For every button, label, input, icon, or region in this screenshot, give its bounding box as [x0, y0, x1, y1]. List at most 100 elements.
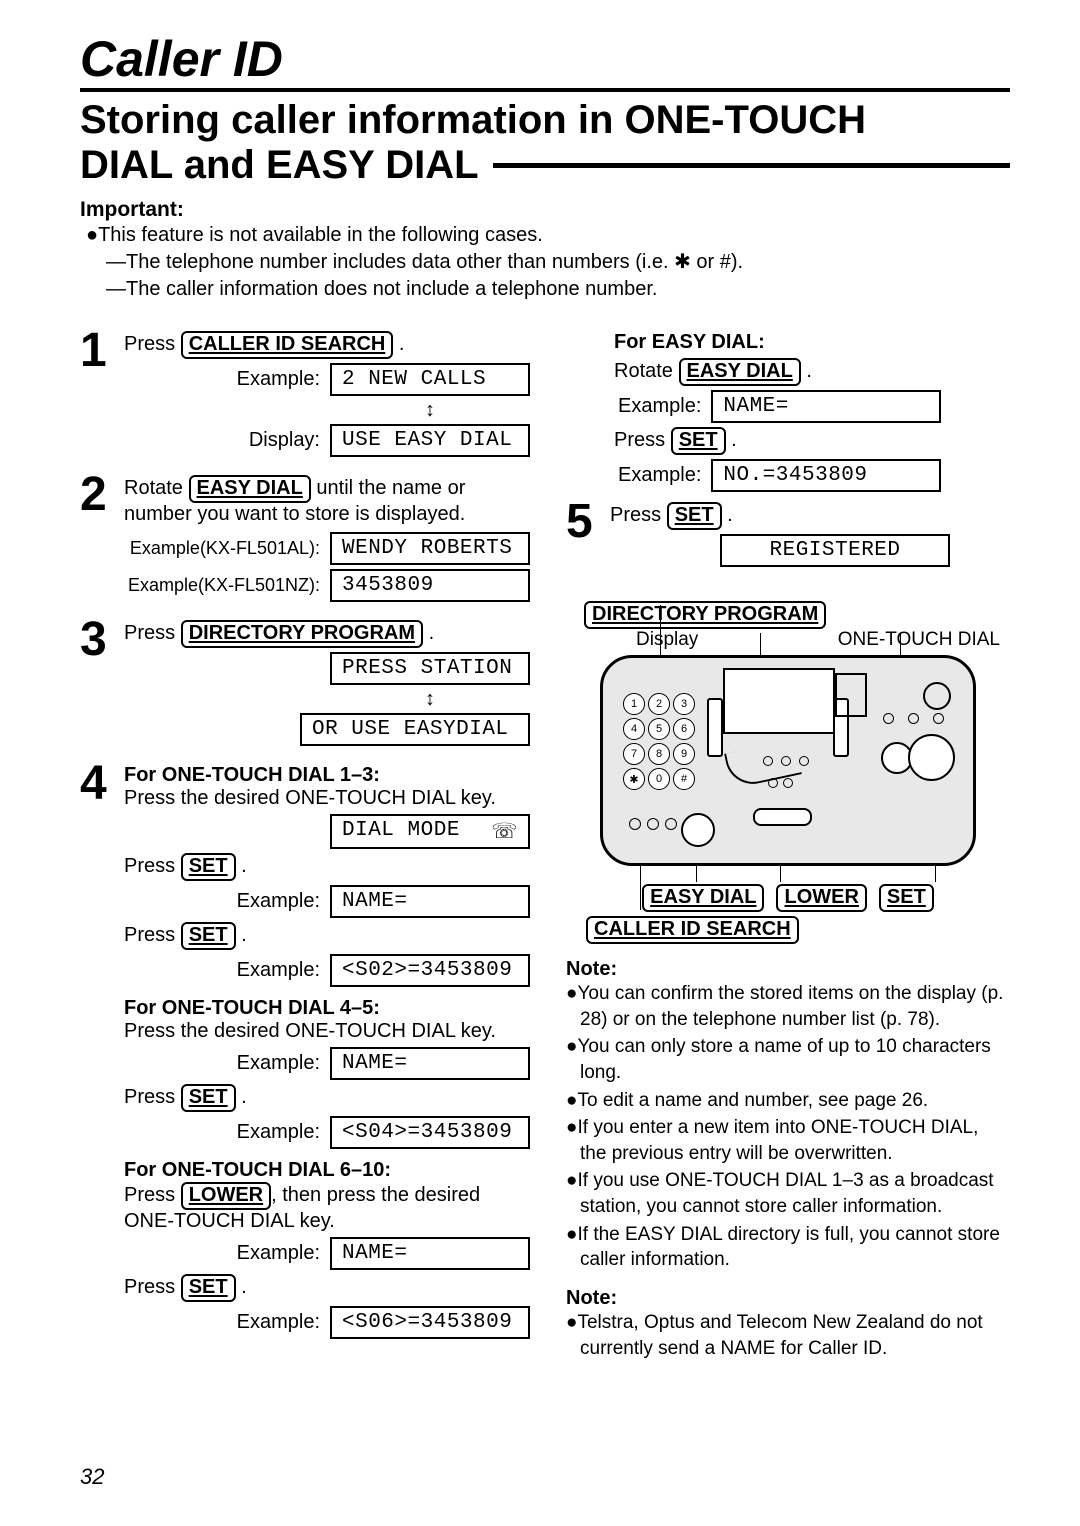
step-num-1: 1 [80, 331, 116, 372]
set-button-2[interactable]: SET [181, 922, 236, 950]
title-rule [493, 163, 1010, 168]
leader-line [660, 605, 661, 660]
note-7: ●Telstra, Optus and Telecom New Zealand … [566, 1310, 1010, 1361]
caller-id-search-label: CALLER ID SEARCH [586, 916, 799, 944]
press-set-3: Press [124, 1086, 175, 1108]
step1-lcd-2: USE EASY DIAL [330, 424, 530, 457]
diagram-shape [763, 756, 809, 766]
diagram-shape [908, 734, 955, 781]
step2-exNZ-label: Example(KX-FL501NZ): [128, 575, 320, 596]
right-lcd1: NAME= [711, 390, 941, 423]
important-line-1: ●This feature is not available in the fo… [86, 222, 1010, 249]
key-3: 3 [673, 693, 695, 715]
step4-c-pre: Press [124, 1184, 175, 1206]
lower-button-1[interactable]: LOWER [181, 1182, 271, 1210]
set-button-4[interactable]: SET [181, 1274, 236, 1302]
step4-a-lcd1: DIAL MODE☏ [330, 814, 530, 849]
diagram-shape [923, 682, 951, 710]
key-0: 0 [648, 768, 670, 790]
lower-label: LOWER [776, 884, 866, 912]
step-num-4: 4 [80, 764, 116, 805]
step5-press: Press [610, 504, 661, 526]
directory-program-button-label: DIRECTORY PROGRAM [584, 601, 826, 629]
directory-program-button[interactable]: DIRECTORY PROGRAM [181, 620, 423, 648]
step2-exAL-lcd: WENDY ROBERTS [330, 532, 530, 565]
step-num-2: 2 [80, 475, 116, 516]
key-2: 2 [648, 693, 670, 715]
important-line-3: —The caller information does not include… [106, 276, 1010, 303]
important-line-2: —The telephone number includes data othe… [106, 249, 1010, 276]
step-num-5: 5 [566, 502, 602, 543]
diagram-shape [629, 818, 677, 830]
diagram-label-one-touch: ONE-TOUCH DIAL [838, 629, 1000, 651]
note-2: ●You can only store a name of up to 10 c… [566, 1034, 1010, 1085]
set-button-5[interactable]: SET [667, 502, 722, 530]
caller-id-search-button[interactable]: CALLER ID SEARCH [181, 331, 394, 359]
note-1: ●You can confirm the stored items on the… [566, 981, 1010, 1032]
step-2: 2 Rotate EASY DIAL until the name or num… [80, 475, 530, 606]
diagram-keypad: 1 2 3 4 5 6 7 8 9 ✱ 0 # [623, 693, 695, 790]
step4-a-lcd3: <S02>=3453809 [330, 954, 530, 987]
diagram-shape [681, 813, 715, 847]
easy-dial-label: EASY DIAL [642, 884, 764, 912]
key-8: 8 [648, 743, 670, 765]
step1-display-label: Display: [249, 429, 320, 452]
key-1: 1 [623, 693, 645, 715]
step4-b-heading: For ONE-TOUCH DIAL 4–5: [124, 997, 380, 1019]
section-title-line-1: Storing caller information in ONE-TOUCH [80, 98, 1010, 143]
step4-b-lcd1: NAME= [330, 1047, 530, 1080]
note-6: ●If the EASY DIAL directory is full, you… [566, 1222, 1010, 1273]
important-label: Important: [80, 198, 1010, 222]
step1-example-label: Example: [237, 368, 320, 391]
step2-rotate: Rotate [124, 477, 183, 499]
step5-lcd: REGISTERED [720, 534, 950, 567]
step4-a-lcd2: NAME= [330, 885, 530, 918]
diagram-shape [783, 778, 793, 788]
note-3: ●To edit a name and number, see page 26. [566, 1088, 1010, 1114]
set-button-1[interactable]: SET [181, 853, 236, 881]
page-header: Caller ID [80, 30, 1010, 92]
right-rotate: Rotate [614, 360, 673, 382]
section-title-line-2: DIAL and EASY DIAL [80, 143, 479, 188]
diagram-paper-icon [835, 673, 867, 717]
step4-c-heading: For ONE-TOUCH DIAL 6–10: [124, 1159, 391, 1181]
step4-c-post: , then press the desired ONE-TOUCH DIAL … [124, 1184, 480, 1232]
diagram-shape [753, 808, 812, 826]
step4-a-heading: For ONE-TOUCH DIAL 1–3: [124, 764, 380, 786]
key-6: 6 [673, 718, 695, 740]
step-4: 4 For ONE-TOUCH DIAL 1–3: Press the desi… [80, 764, 530, 1343]
diagram-shape [883, 713, 944, 724]
set-button-3[interactable]: SET [181, 1084, 236, 1112]
key-9: 9 [673, 743, 695, 765]
key-7: 7 [623, 743, 645, 765]
press-set-2: Press [124, 924, 175, 946]
step-num-3: 3 [80, 620, 116, 661]
step1-lcd-1: 2 NEW CALLS [330, 363, 530, 396]
diagram-shape [768, 778, 778, 788]
step4-b-text: Press the desired ONE-TOUCH DIAL key. [124, 1020, 530, 1043]
key-star: ✱ [623, 768, 645, 790]
step4-b-ex2: Example: [237, 1121, 320, 1144]
handset-icon: ☏ [491, 819, 518, 844]
note-label-1: Note: [566, 958, 1010, 981]
right-press1: Press [614, 429, 665, 451]
step1-press: Press [124, 333, 175, 355]
device-diagram: DIRECTORY PROGRAM Display ONE-TOUCH DIAL [566, 601, 1010, 944]
step-1: 1 Press CALLER ID SEARCH . Example: 2 NE… [80, 331, 530, 461]
step3-lcd-1: PRESS STATION [330, 652, 530, 685]
updown-arrow-icon-2: ↕ [330, 689, 530, 709]
diagram-shape [707, 698, 723, 757]
set-label: SET [879, 884, 934, 912]
press-set-1: Press [124, 855, 175, 877]
step4-c-ex1: Example: [237, 1242, 320, 1265]
step2-exAL-label: Example(KX-FL501AL): [130, 538, 320, 559]
key-4: 4 [623, 718, 645, 740]
right-easy-dial-block: For EASY DIAL: Rotate EASY DIAL . Exampl… [614, 331, 1010, 492]
step2-exNZ-lcd: 3453809 [330, 569, 530, 602]
easy-dial-button-2[interactable]: EASY DIAL [679, 358, 801, 386]
right-ex2: Example: [618, 464, 701, 487]
easy-dial-button-1[interactable]: EASY DIAL [189, 475, 311, 503]
step4-a-text: Press the desired ONE-TOUCH DIAL key. [124, 787, 530, 810]
set-button-right-1[interactable]: SET [671, 427, 726, 455]
step4-a-ex1: Example: [237, 890, 320, 913]
